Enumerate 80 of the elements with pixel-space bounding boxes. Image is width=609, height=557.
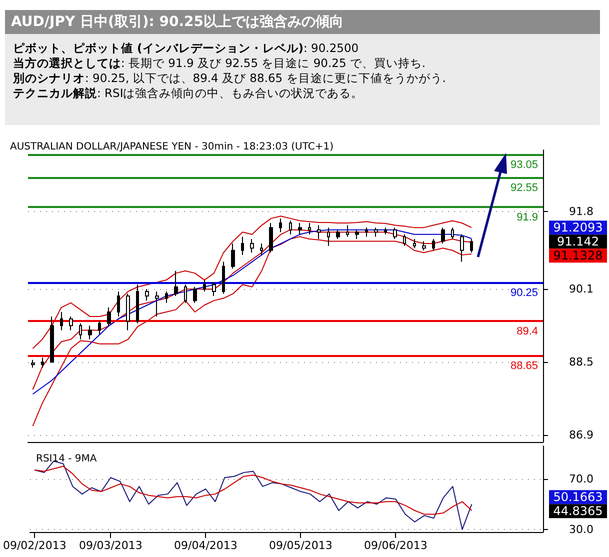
candlestick [250,238,254,254]
ref-line-label: 88.65 [510,360,538,372]
candlestick [231,243,235,270]
text: 91.1328 [553,248,603,263]
y-tick-label: 70.0 [569,472,594,486]
candlestick [117,290,120,318]
x-tick-label: 09/05/2013 [269,539,332,552]
candlestick [317,224,321,240]
text: テクニカル解説: RSIは強含み傾向の中、もみ合いの状況である。 [12,86,364,101]
candlestick [422,240,426,251]
candlestick [60,311,63,331]
ref-line-label: 89.4 [516,326,538,338]
ref-line-label: 90.25 [510,286,538,299]
candlestick [50,316,54,363]
candlestick [269,222,273,254]
candlestick [393,227,397,240]
text: ピボット、ピボット値 (インバレデーション・レベル): 90.2500 [12,41,360,56]
candlestick [41,357,44,368]
candlestick [98,320,101,336]
candlestick [193,286,197,304]
candlestick [346,224,349,238]
candlestick [88,325,92,340]
ref-line-label: 93.05 [510,159,538,172]
candlestick [470,238,473,254]
y-tick-label: 88.5 [569,356,594,369]
candlestick [403,234,406,246]
x-tick-label: 09/04/2013 [174,539,238,552]
candlestick [260,243,263,256]
text: 91.2093 [553,220,603,235]
candlestick [145,288,149,302]
candlestick [241,236,244,256]
candlestick [451,227,454,240]
y-tick-label: 30.0 [569,522,594,536]
candlestick [289,220,292,235]
candlestick [298,222,302,235]
text: AUD/JPY 日中(取引): 90.25以上では強含みの傾向 [5,10,600,34]
x-tick-label: 09/02/2013 [2,539,66,552]
y-tick-label: 86.9 [569,428,594,442]
candlestick [355,229,359,240]
text: 50.1663 [553,490,603,504]
candlestick [460,234,464,262]
ref-line-label: 92.55 [510,182,538,194]
candlestick [184,284,187,304]
candlestick [308,222,311,235]
candlestick [31,359,35,368]
candlestick [365,227,368,238]
candlestick [136,284,139,324]
candlestick [107,306,111,326]
candlestick [413,238,416,249]
y-tick-label: 91.8 [569,205,594,218]
text: RSI14 - 9MA [36,454,97,464]
text: 91.142 [557,234,599,249]
candlestick [222,261,225,294]
candlestick [374,227,378,238]
text: 当方の選択としては: 長期で 91.9 及び 92.55 を目途に 90.25 で、買い持ち. [12,56,427,71]
chart-title: AUSTRALIAN DOLLAR/JAPANESE YEN - 30min - 18:23:03 (UTC+1) [10,142,334,152]
candlestick [432,238,435,251]
candlestick [203,280,206,292]
candlestick [174,270,178,296]
y-tick-label: 90.1 [569,282,594,296]
candlestick [126,293,130,331]
x-tick-label: 09/03/2013 [78,539,142,552]
candlestick [79,322,82,340]
x-tick-label: 09/06/2013 [364,539,428,552]
text: 別のシナリオ: 90.25, 以下では、89.4 及び 88.65 を目途に更に下値をうかがう. [12,71,447,86]
candlestick [69,316,73,331]
candlestick [155,290,159,318]
candlestick [212,282,216,296]
candlestick [336,229,340,240]
line-series [34,466,472,515]
ref-line-label: 91.9 [516,212,538,224]
candlestick [279,218,282,233]
candlestick [165,290,168,304]
candlestick [441,227,445,244]
candlestick [327,227,330,246]
line-series [32,236,472,427]
text: 44.8365 [553,504,603,518]
line-series [34,460,472,530]
line-series [32,216,472,349]
candlestick [384,227,387,235]
